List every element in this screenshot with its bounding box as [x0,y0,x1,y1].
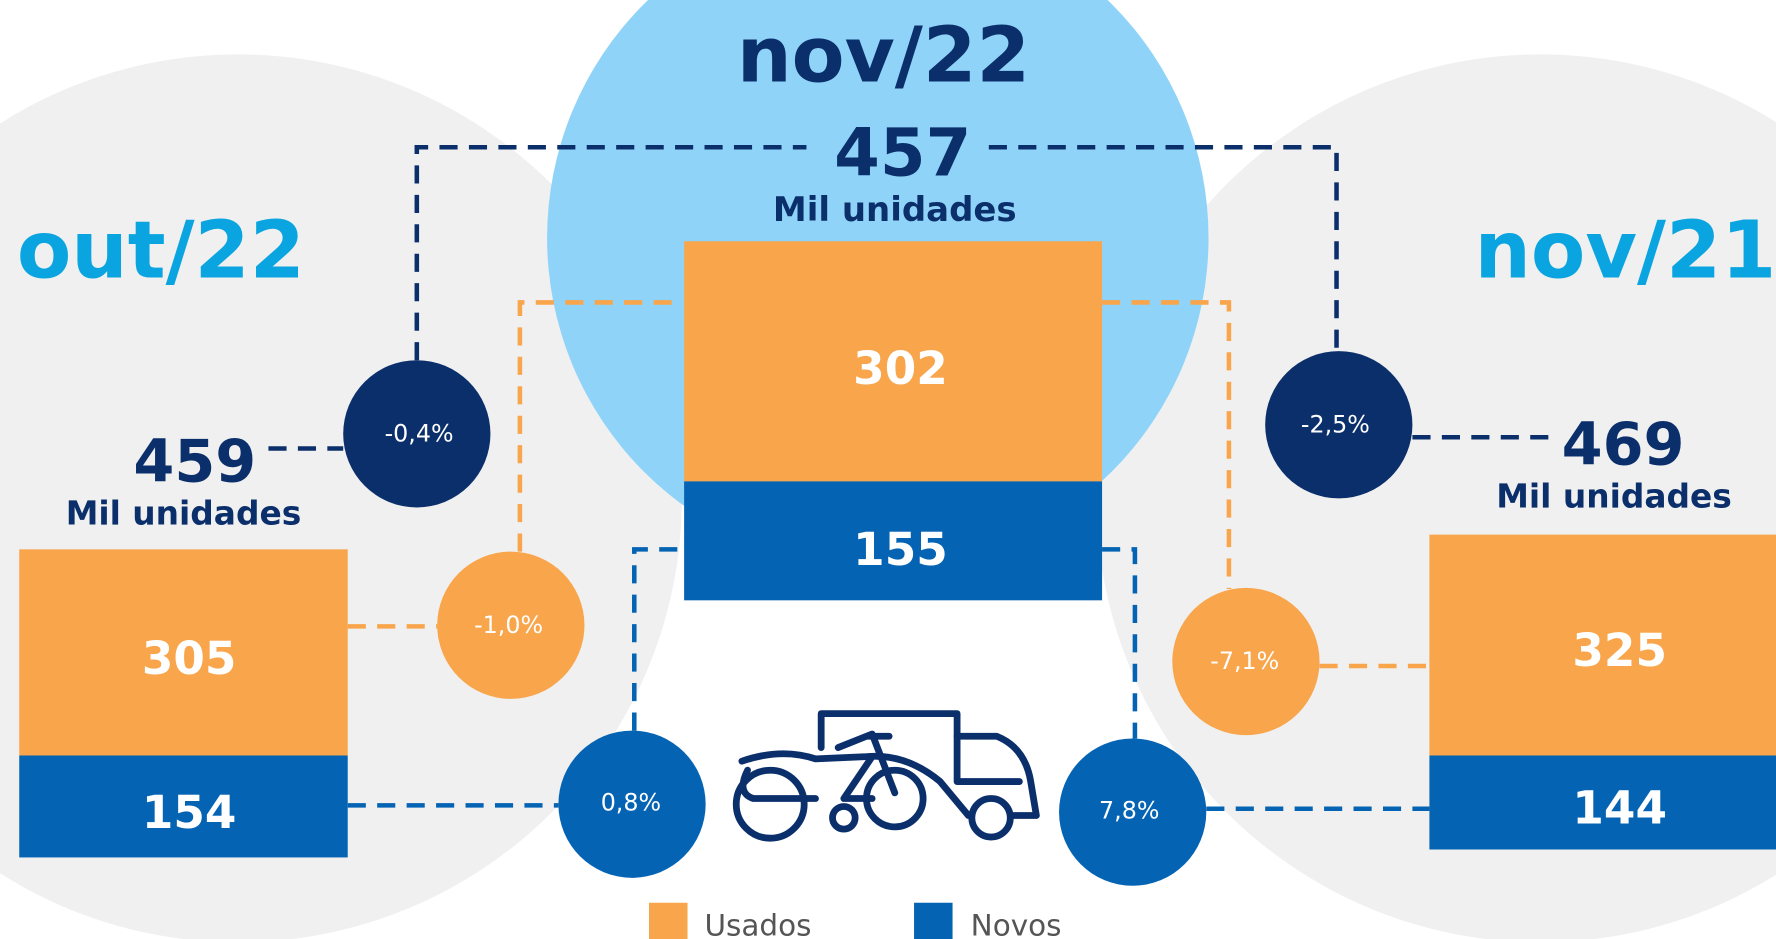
legend-swatch [914,902,953,939]
period-label: nov/22 [737,12,1030,101]
novos-bar [684,481,1103,601]
novos-bar [19,755,348,858]
change-badge [1265,351,1413,499]
change-badge [558,730,706,878]
usados-bar [1429,534,1776,756]
change-value: 7,8% [1099,797,1159,825]
change-value: -1,0% [474,611,543,639]
usados-bar [684,241,1103,482]
novos-bar [1429,755,1776,850]
usados-value: 302 [853,342,948,395]
change-badge [437,551,585,699]
legend-label: Usados [705,909,812,939]
connector [268,144,1552,451]
change-badge [1172,587,1320,736]
usados-value: 305 [142,632,237,685]
change-value: -2,5% [1301,410,1370,438]
period-label: nov/21 [1474,204,1776,297]
novos-value: 144 [1572,781,1667,834]
legend-swatch [649,902,688,939]
change-badge [1059,738,1207,886]
period-label: out/22 [17,204,305,297]
usados-value: 325 [1572,624,1667,677]
novos-value: 154 [142,786,237,839]
vehicle-icon [732,710,1040,842]
change-value: 0,8% [601,789,661,817]
change-value: -0,4% [385,419,454,447]
legend-label: Novos [971,909,1062,939]
change-badge [343,360,491,508]
usados-bar [19,549,348,756]
change-value: -7,1% [1210,647,1279,675]
unit: Mil unidades [773,190,1017,230]
unit: Mil unidades [1496,477,1732,515]
connector [347,300,1430,669]
total: 459 [133,426,256,495]
connector [347,547,1430,811]
total: 469 [1562,409,1685,478]
unit: Mil unidades [66,494,302,532]
novos-value: 155 [853,523,948,576]
total: 457 [834,116,971,192]
